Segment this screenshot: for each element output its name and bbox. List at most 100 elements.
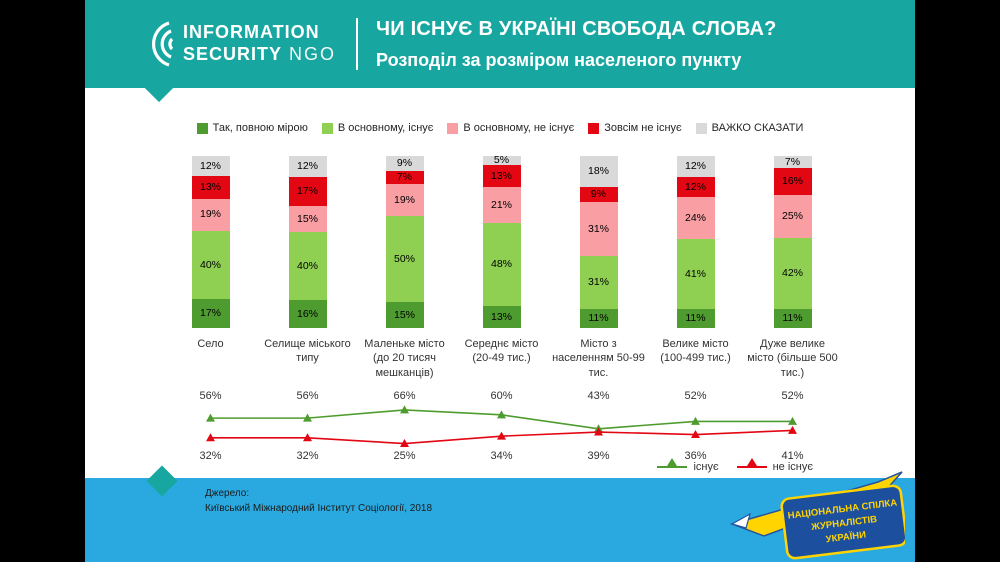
bar-column: 13% 48% 21% 13% 5% Середнє місто (20-49 тис.) (453, 154, 550, 380)
line-chart-area: 56% 56% 66% 60% 43% 52% 52% 32% 32% 25% 34% 39% 36%… (162, 390, 841, 474)
bar-segment: 17% (191, 299, 230, 328)
bar-segment-value: 31% (587, 276, 609, 289)
bar-segment-value: 31% (587, 222, 609, 235)
line-value: 34% (490, 450, 513, 462)
legend-item: ВАЖКО СКАЗАТИ (695, 122, 803, 134)
bar-segment: 7% (385, 171, 424, 184)
bar-segment-value: 11% (685, 312, 706, 325)
bar-segment-value: 19% (393, 193, 415, 206)
line-value: 52% (781, 390, 804, 402)
bar-segment-value: 16% (781, 175, 803, 188)
bar-segment-value: 9% (396, 157, 413, 170)
bar-segment-value: 18% (587, 165, 609, 178)
stacked-bar: 15% 50% 19% 7% 9% (385, 155, 424, 328)
bar-segment-value: 16% (296, 307, 318, 320)
bar-segment: 31% (579, 202, 618, 256)
line-value: 41% (781, 450, 804, 462)
bar-segment-value: 7% (784, 155, 801, 168)
bar-segment-value: 5% (493, 154, 510, 167)
quill-pen-emblem-icon: НАЦІОНАЛЬНА СПІЛКА ЖУРНАЛІСТІВ УКРАЇНИ (729, 471, 908, 560)
stacked-bar: 11% 41% 24% 12% 12% (676, 156, 715, 328)
triangle-marker-icon (400, 439, 409, 448)
triangle-marker-icon (788, 425, 797, 434)
bar-segment-value: 48% (490, 258, 512, 271)
bar-segment-value: 19% (199, 208, 221, 221)
source-label: Джерело: (205, 488, 250, 499)
triangle-marker-icon (497, 431, 506, 440)
line-value: 56% (199, 390, 222, 402)
bar-segment-value: 42% (781, 267, 803, 280)
bar-category-label: Маленьке місто (до 20 тисяч мешканців) (364, 338, 445, 379)
line-legend-item: не існує (736, 458, 813, 473)
bar-segment-value: 11% (588, 312, 609, 325)
bar-segment: 13% (191, 176, 230, 199)
page-subtitle: Розподіл за розміром населеного пункту (376, 49, 742, 70)
bar-segment: 40% (288, 231, 327, 301)
bar-segment: 17% (288, 176, 327, 206)
bar-segment-value: 25% (781, 210, 803, 223)
legend-swatch-icon (447, 122, 459, 134)
slide: INFORMATION SECURITY NGO ЧИ ІСНУЄ В УКРАЇ… (85, 0, 915, 562)
line-legend: існує не існує (653, 458, 817, 474)
line-values-top: 56% 56% 66% 60% 43% 52% 52% (162, 390, 841, 404)
bar-segment: 12% (191, 155, 230, 177)
bar-segment: 24% (676, 197, 715, 239)
bar-column: 11% 42% 25% 16% 7% Дуже велике місто (більше … (744, 155, 841, 380)
stacked-bar: 11% 42% 25% 16% 7% (773, 155, 812, 328)
bar-segment: 11% (773, 309, 812, 328)
logo-line2: SECURITY (183, 44, 283, 64)
triangle-marker-icon (691, 430, 700, 439)
legend-item: Зовсім не існує (588, 122, 682, 134)
bar-segment-value: 11% (782, 312, 803, 325)
bar-segment-value: 7% (396, 171, 413, 184)
bar-columns: 17% 40% 19% 13% 12% Село 16% 40% 15% 17% 12% Селище… (162, 154, 841, 380)
line-value: 32% (199, 450, 222, 462)
bar-segment: 7% (773, 155, 812, 168)
bar-segment-value: 17% (199, 307, 221, 320)
logo: INFORMATION SECURITY NGO (85, 20, 336, 68)
journalists-union-badge: НАЦІОНАЛЬНА СПІЛКА ЖУРНАЛІСТІВ УКРАЇНИ (729, 462, 908, 562)
bar-segment-value: 13% (490, 310, 512, 323)
bar-segment: 11% (579, 309, 618, 328)
bar-segment-value: 17% (296, 185, 318, 198)
line-legend-label: існує (693, 461, 719, 473)
line-value: 66% (393, 390, 416, 402)
bar-segment: 16% (288, 300, 327, 328)
logo-text: INFORMATION SECURITY NGO (183, 22, 336, 65)
bar-segment: 42% (773, 237, 812, 310)
bar-segment: 9% (385, 155, 424, 172)
line-value: 43% (587, 390, 610, 402)
line-legend-item: існує (657, 458, 719, 473)
bar-column: 11% 31% 31% 9% 18% Місто з населенням 50-99 т… (550, 156, 647, 380)
stacked-bar: 13% 48% 21% 13% 5% (482, 154, 521, 328)
bar-segment-value: 15% (393, 308, 415, 321)
bar-category-label: Дуже велике місто (більше 500 тис.) (747, 338, 838, 379)
bar-segment: 48% (482, 223, 521, 306)
bar-segment: 12% (676, 156, 715, 177)
header-divider (356, 18, 359, 70)
legend-swatch-icon (695, 122, 707, 134)
bar-segment: 19% (191, 198, 230, 231)
bar-segment-value: 24% (684, 211, 706, 224)
bar-segment: 11% (676, 309, 715, 328)
bar-category-label: Селище міського типу (264, 338, 351, 365)
triangle-marker-icon (594, 427, 603, 436)
legend-swatch-icon (588, 122, 600, 134)
stacked-bar: 17% 40% 19% 13% 12% (191, 155, 230, 328)
bar-segment: 15% (385, 302, 424, 328)
bar-segment-value: 13% (199, 181, 221, 194)
legend-label: В основному, існує (337, 122, 434, 134)
header-titles: ЧИ ІСНУЄ В УКРАЇНІ СВОБОДА СЛОВА? Розпод… (376, 18, 777, 71)
legend-label: В основному, не існує (463, 122, 575, 134)
line-value: 56% (296, 390, 319, 402)
source-text: Київський Міжнародний Інститут Соціологі… (205, 503, 433, 514)
bar-segment: 15% (288, 205, 327, 232)
legend-swatch-icon (321, 122, 333, 134)
bar-segment-value: 40% (199, 258, 221, 271)
triangle-marker-icon (206, 413, 215, 422)
green-triangle-marker-icon (657, 458, 688, 468)
stacked-bar: 11% 31% 31% 9% 18% (579, 156, 618, 328)
bar-segment: 13% (482, 164, 521, 187)
line-values-bottom: 32% 32% 25% 34% 39% 36% 41% (162, 450, 841, 464)
bar-category-label: Село (197, 338, 224, 350)
